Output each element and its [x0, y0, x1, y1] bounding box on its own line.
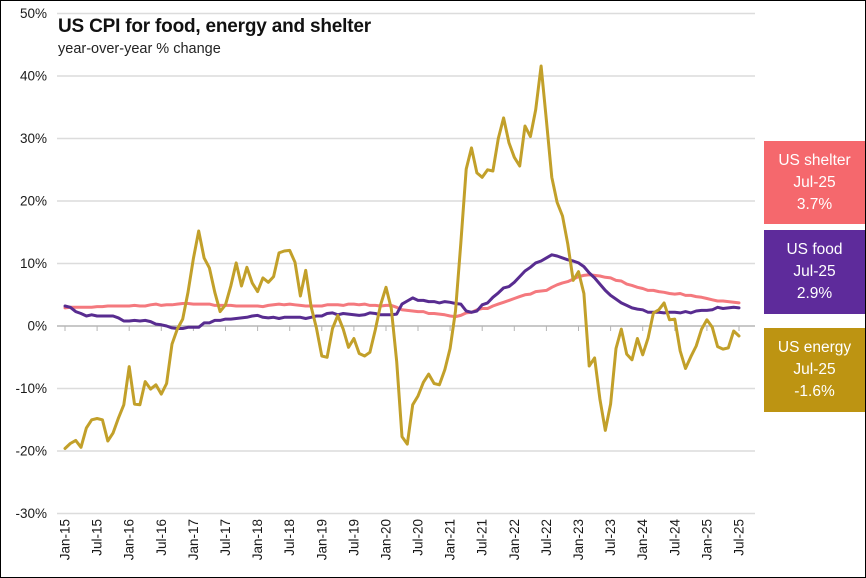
y-axis-label: 10%	[20, 256, 47, 271]
y-axis-label: 50%	[20, 6, 47, 21]
series-line-shelter	[63, 273, 741, 319]
chart-title: US CPI for food, energy and shelter	[58, 16, 371, 37]
x-axis-label: Jul-22	[539, 519, 554, 556]
y-axis-label: 20%	[20, 194, 47, 209]
x-axis-label: Jan-25	[699, 519, 714, 560]
x-axis-label: Jul-24	[667, 519, 682, 556]
x-axis-label: Jan-24	[635, 519, 650, 561]
y-axis-label: -10%	[15, 381, 47, 396]
x-axis-label: Jul-18	[282, 519, 297, 556]
legend-date: Jul-25	[793, 361, 836, 378]
legend-value: 3.7%	[796, 196, 833, 213]
chart-subtitle: year-over-year % change	[58, 41, 221, 57]
x-axis-label: Jul-25	[732, 519, 747, 556]
x-axis-label: Jan-20	[379, 519, 394, 560]
x-axis-label: Jul-17	[218, 519, 233, 556]
x-axis-label: Jul-20	[411, 519, 426, 556]
x-axis-label: Jul-19	[346, 519, 361, 556]
x-axis-label: Jul-23	[603, 519, 618, 556]
x-axis-label: Jan-22	[507, 519, 522, 560]
x-axis-label: Jul-21	[475, 519, 490, 556]
x-axis-label: Jan-21	[443, 519, 458, 560]
legend-value: -1.6%	[794, 383, 835, 400]
y-axis-label: 30%	[20, 131, 47, 146]
legend-us-energy: US energy Jul-25 -1.6%	[764, 328, 865, 412]
series-line-energy	[63, 64, 741, 450]
legend-us-food: US food Jul-25 2.9%	[764, 230, 865, 314]
x-axis-label: Jul-15	[90, 519, 105, 556]
y-axis-label: 0%	[27, 319, 47, 334]
y-axis-label: -20%	[15, 444, 47, 459]
x-axis-label: Jan-17	[186, 519, 201, 560]
y-axis-label: -30%	[15, 506, 47, 521]
x-axis-label: Jan-23	[571, 519, 586, 560]
title-block: US CPI for food, energy and shelter year…	[58, 16, 371, 57]
x-axis-label: Jan-16	[122, 519, 137, 560]
legend-series-name: US food	[786, 241, 843, 258]
legend-value: 2.9%	[796, 285, 833, 302]
legend-us-shelter: US shelter Jul-25 3.7%	[764, 141, 865, 224]
legend-date: Jul-25	[793, 174, 836, 191]
legend-date: Jul-25	[793, 263, 836, 280]
x-axis-label: Jan-15	[58, 519, 73, 560]
series-line-food	[63, 253, 741, 330]
x-axis-label: Jul-16	[154, 519, 169, 556]
x-axis-label: Jan-19	[314, 519, 329, 560]
y-axis-label: 40%	[20, 69, 47, 84]
legend-series-name: US shelter	[778, 152, 851, 169]
x-axis-label: Jan-18	[250, 519, 265, 560]
legend-series-name: US energy	[777, 339, 852, 356]
